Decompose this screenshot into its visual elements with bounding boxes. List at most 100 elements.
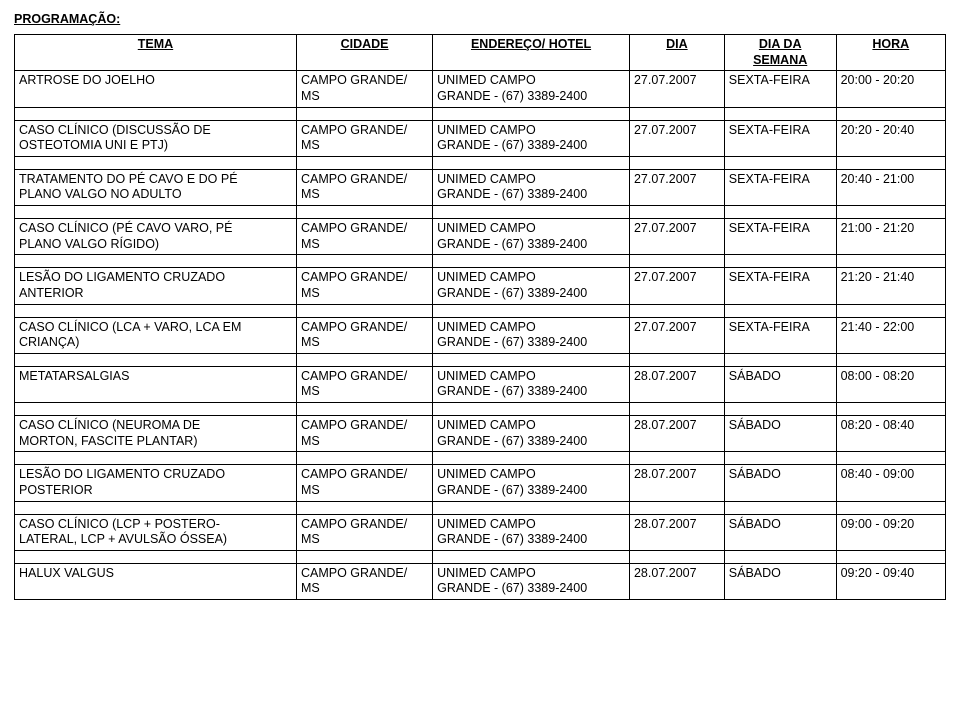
cidade-l1: CAMPO GRANDE/ [301,123,407,137]
cell-endereco: UNIMED CAMPOGRANDE - (67) 3389-2400 [433,563,630,599]
cell-dia: 27.07.2007 [629,71,724,107]
cell-cidade: CAMPO GRANDE/MS [296,416,432,452]
cidade-l2: MS [301,138,320,152]
cell-hora: 21:20 - 21:40 [836,268,945,304]
col-endereco: ENDEREÇO/ HOTEL [433,35,630,71]
table-row: CASO CLÍNICO (LCA + VARO, LCA EMCRIANÇA)… [15,317,946,353]
tema-l1: CASO CLÍNICO (LCP + POSTERO- [19,517,220,531]
table-row: METATARSALGIAS CAMPO GRANDE/MSUNIMED CAMP… [15,366,946,402]
cidade-l1: CAMPO GRANDE/ [301,73,407,87]
cell-tema: METATARSALGIAS [15,366,297,402]
spacer-row [15,304,946,317]
tema-l1: TRATAMENTO DO PÉ CAVO E DO PÉ [19,172,238,186]
cell-endereco: UNIMED CAMPOGRANDE - (67) 3389-2400 [433,120,630,156]
cell-tema: CASO CLÍNICO (PÉ CAVO VARO, PÉPLANO VALG… [15,219,297,255]
page-title: PROGRAMAÇÃO: [14,12,946,26]
cidade-l1: CAMPO GRANDE/ [301,418,407,432]
col-cidade: CIDADE [296,35,432,71]
cidade-l1: CAMPO GRANDE/ [301,467,407,481]
cell-cidade: CAMPO GRANDE/MS [296,366,432,402]
spacer-row [15,452,946,465]
cell-tema: ARTROSE DO JOELHO [15,71,297,107]
cidade-l1: CAMPO GRANDE/ [301,517,407,531]
tema-l2: POSTERIOR [19,483,93,497]
endereco-l2: GRANDE - (67) 3389-2400 [437,237,587,251]
cell-hora: 09:20 - 09:40 [836,563,945,599]
cell-endereco: UNIMED CAMPOGRANDE - (67) 3389-2400 [433,317,630,353]
endereco-l1: UNIMED CAMPO [437,320,536,334]
cell-dia: 27.07.2007 [629,219,724,255]
cell-dia: 27.07.2007 [629,169,724,205]
endereco-l1: UNIMED CAMPO [437,566,536,580]
cell-cidade: CAMPO GRANDE/MS [296,317,432,353]
cell-endereco: UNIMED CAMPOGRANDE - (67) 3389-2400 [433,366,630,402]
cell-dia: 28.07.2007 [629,465,724,501]
cell-endereco: UNIMED CAMPOGRANDE - (67) 3389-2400 [433,169,630,205]
table-row: CASO CLÍNICO (DISCUSSÃO DEOSTEOTOMIA UNI… [15,120,946,156]
schedule-table: TEMA CIDADE ENDEREÇO/ HOTEL DIA DIA DA S… [14,34,946,600]
cell-tema: TRATAMENTO DO PÉ CAVO E DO PÉPLANO VALGO… [15,169,297,205]
cell-hora: 20:00 - 20:20 [836,71,945,107]
cell-dia: 28.07.2007 [629,366,724,402]
cell-endereco: UNIMED CAMPOGRANDE - (67) 3389-2400 [433,268,630,304]
table-row: LESÃO DO LIGAMENTO CRUZADOPOSTERIORCAMPO… [15,465,946,501]
cell-dia: 27.07.2007 [629,317,724,353]
endereco-l1: UNIMED CAMPO [437,467,536,481]
endereco-l1: UNIMED CAMPO [437,221,536,235]
tema-l1: METATARSALGIAS [19,369,129,383]
cell-tema: LESÃO DO LIGAMENTO CRUZADO ANTERIOR [15,268,297,304]
cell-cidade: CAMPO GRANDE/MS [296,169,432,205]
cidade-l1: CAMPO GRANDE/ [301,369,407,383]
cidade-l1: CAMPO GRANDE/ [301,566,407,580]
spacer-row [15,353,946,366]
endereco-l2: GRANDE - (67) 3389-2400 [437,532,587,546]
tema-l2: CRIANÇA) [19,335,79,349]
table-row: LESÃO DO LIGAMENTO CRUZADOANTERIORCAMPO … [15,268,946,304]
cidade-l2: MS [301,483,320,497]
spacer-row [15,403,946,416]
tema-l2: PLANO VALGO RÍGIDO) [19,237,159,251]
tema-l2: ANTERIOR [19,286,84,300]
tema-l1: CASO CLÍNICO (NEUROMA DE [19,418,200,432]
cidade-l2: MS [301,187,320,201]
tema-l1: CASO CLÍNICO (LCA + VARO, LCA EM [19,320,241,334]
endereco-l1: UNIMED CAMPO [437,172,536,186]
tema-l2: LATERAL, LCP + AVULSÃO ÓSSEA) [19,532,227,546]
tema-l1: CASO CLÍNICO (DISCUSSÃO DE [19,123,211,137]
endereco-l1: UNIMED CAMPO [437,517,536,531]
cell-endereco: UNIMED CAMPO GRANDE - (67) 3389-2400 [433,416,630,452]
col-dia-semana-l2: SEMANA [753,53,807,67]
cell-hora: 20:40 - 21:00 [836,169,945,205]
cell-endereco: UNIMED CAMPOGRANDE - (67) 3389-2400 [433,514,630,550]
cell-dia-semana: SÁBADO [724,465,836,501]
table-row: CASO CLÍNICO (NEUROMA DEMORTON, FASCITE … [15,416,946,452]
cidade-l2: MS [301,532,320,546]
spacer-row [15,107,946,120]
cidade-l2: MS [301,335,320,349]
table-row: ARTROSE DO JOELHO CAMPO GRANDE/MS UNIMED C… [15,71,946,107]
table-row: HALUX VALGUSCAMPO GRANDE/MSUNIMED CAMPOG… [15,563,946,599]
endereco-l2: GRANDE - (67) 3389-2400 [437,434,587,448]
tema-l1: ARTROSE DO JOELHO [19,73,155,87]
endereco-l2: GRANDE - (67) 3389-2400 [437,187,587,201]
cell-dia: 28.07.2007 [629,416,724,452]
cell-endereco: UNIMED CAMPOGRANDE - (67) 3389-2400 [433,465,630,501]
cell-dia-semana: SÁBADO [724,514,836,550]
cidade-l1: CAMPO GRANDE/ [301,172,407,186]
spacer-row [15,550,946,563]
cell-hora: 21:40 - 22:00 [836,317,945,353]
spacer-row [15,255,946,268]
endereco-l2: GRANDE - (67) 3389-2400 [437,89,587,103]
cell-dia-semana: SEXTA-FEIRA [724,268,836,304]
cell-dia: 27.07.2007 [629,120,724,156]
tema-l1: LESÃO DO LIGAMENTO CRUZADO [19,270,225,284]
spacer-row [15,501,946,514]
cell-endereco: UNIMED CAMPOGRANDE - (67) 3389-2400 [433,71,630,107]
endereco-l1: UNIMED CAMPO [437,418,536,432]
cidade-l2: MS [301,237,320,251]
cidade-l1: CAMPO GRANDE/ [301,221,407,235]
endereco-l1: UNIMED CAMPO [437,270,536,284]
tema-l2: OSTEOTOMIA UNI E PTJ) [19,138,168,152]
cidade-l2: MS [301,89,320,103]
endereco-l1: UNIMED CAMPO [437,123,536,137]
